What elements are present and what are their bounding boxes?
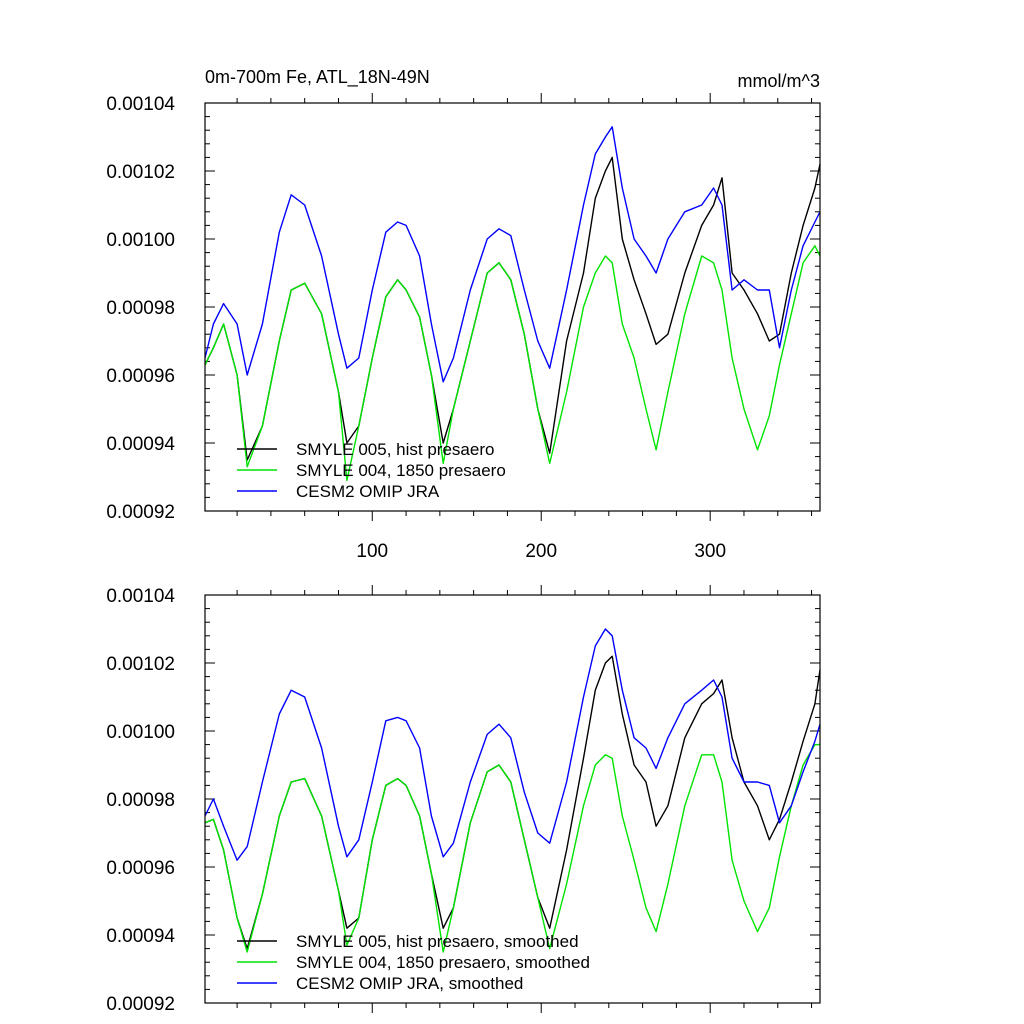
bottom-panel-series xyxy=(204,628,821,953)
legend-label-1: SMYLE 005, hist presaero xyxy=(296,440,494,459)
top-panel: 0m-700m Fe, ATL_18N-49N mmol/m^3 0.00092… xyxy=(106,67,821,562)
units-label: mmol/m^3 xyxy=(738,71,820,91)
series-line-2 xyxy=(204,245,821,482)
top-panel-series xyxy=(204,126,821,482)
y-tick-label: 0.00094 xyxy=(106,434,175,455)
y-tick-label: 0.00100 xyxy=(106,230,175,251)
y-tick-label: 0.00098 xyxy=(106,790,175,811)
series-line-3 xyxy=(204,126,821,383)
legend-label-2: SMYLE 004, 1850 presaero xyxy=(296,461,506,480)
y-tick-label: 0.00096 xyxy=(106,858,175,879)
bottom-panel: 0.00092 0.00094 0.00096 0.00098 0.00100 0.001… xyxy=(106,585,821,1015)
y-tick-label: 0.00102 xyxy=(106,162,175,183)
y-tick-label: 0.00098 xyxy=(106,298,175,319)
y-tick-label: 0.00104 xyxy=(106,586,175,607)
legend-label-3: CESM2 OMIP JRA, smoothed xyxy=(296,974,523,993)
y-tick-label: 0.00102 xyxy=(106,654,175,675)
x-tick-label: 100 xyxy=(356,541,388,562)
bottom-panel-legend: SMYLE 005, hist presaero, smoothed SMYLE … xyxy=(237,932,590,993)
top-panel-legend: SMYLE 005, hist presaero SMYLE 004, 1850 … xyxy=(237,440,506,501)
y-tick-label: 0.00096 xyxy=(106,366,175,387)
legend-label-2: SMYLE 004, 1850 presaero, smoothed xyxy=(296,953,590,972)
legend-label-1: SMYLE 005, hist presaero, smoothed xyxy=(296,932,579,951)
x-tick-label: 300 xyxy=(694,541,726,562)
y-tick-label: 0.00094 xyxy=(106,926,175,947)
series-line-3 xyxy=(204,628,821,861)
y-tick-label: 0.00100 xyxy=(106,722,175,743)
y-tick-label: 0.00092 xyxy=(106,994,175,1015)
legend-label-3: CESM2 OMIP JRA xyxy=(296,482,440,501)
y-tick-label: 0.00104 xyxy=(106,94,175,115)
chart-title: 0m-700m Fe, ATL_18N-49N xyxy=(205,67,430,88)
bottom-panel-frame xyxy=(204,594,821,1004)
top-panel-axes: 0.00092 0.00094 0.00096 0.00098 0.00100 0.001… xyxy=(106,93,820,562)
bottom-panel-axes: 0.00092 0.00094 0.00096 0.00098 0.00100 0.001… xyxy=(106,585,820,1015)
x-tick-label: 200 xyxy=(525,541,557,562)
top-panel-frame xyxy=(204,102,821,512)
y-tick-label: 0.00092 xyxy=(106,502,175,523)
series-line-2 xyxy=(204,743,820,953)
